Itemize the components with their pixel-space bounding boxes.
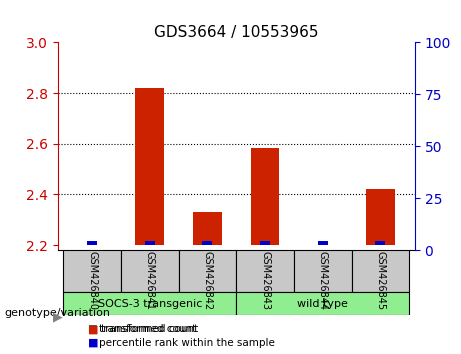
FancyBboxPatch shape — [179, 250, 236, 292]
Bar — [366, 189, 395, 245]
Text: GSM426843: GSM426843 — [260, 251, 270, 310]
Text: GSM426844: GSM426844 — [318, 251, 328, 310]
FancyBboxPatch shape — [294, 250, 351, 292]
Bar — [375, 240, 385, 245]
Text: percentile rank within the sample: percentile rank within the sample — [99, 338, 275, 348]
Text: ■: ■ — [88, 324, 98, 334]
Title: GDS3664 / 10553965: GDS3664 / 10553965 — [154, 25, 319, 40]
Bar — [193, 212, 222, 245]
Bar — [260, 240, 270, 245]
Text: wild type: wild type — [297, 299, 348, 309]
Bar — [202, 240, 213, 245]
FancyBboxPatch shape — [236, 292, 409, 315]
Text: GSM426845: GSM426845 — [375, 251, 385, 310]
Bar — [87, 240, 97, 245]
Text: ■: ■ — [88, 338, 98, 348]
Text: GSM426840: GSM426840 — [87, 251, 97, 310]
Text: SOCS-3 transgenic: SOCS-3 transgenic — [98, 299, 202, 309]
Text: GSM426842: GSM426842 — [202, 251, 213, 310]
FancyBboxPatch shape — [64, 292, 236, 315]
Bar — [251, 148, 279, 245]
Text: ■ transformed count: ■ transformed count — [88, 324, 198, 334]
FancyBboxPatch shape — [351, 250, 409, 292]
Text: genotype/variation: genotype/variation — [5, 308, 111, 318]
Text: ▶: ▶ — [53, 310, 63, 323]
Text: transformed count: transformed count — [99, 324, 196, 334]
Text: GSM426841: GSM426841 — [145, 251, 155, 310]
FancyBboxPatch shape — [64, 250, 121, 292]
Bar — [145, 240, 155, 245]
FancyBboxPatch shape — [236, 250, 294, 292]
FancyBboxPatch shape — [121, 250, 179, 292]
Bar — [136, 88, 164, 245]
Bar — [318, 240, 328, 245]
